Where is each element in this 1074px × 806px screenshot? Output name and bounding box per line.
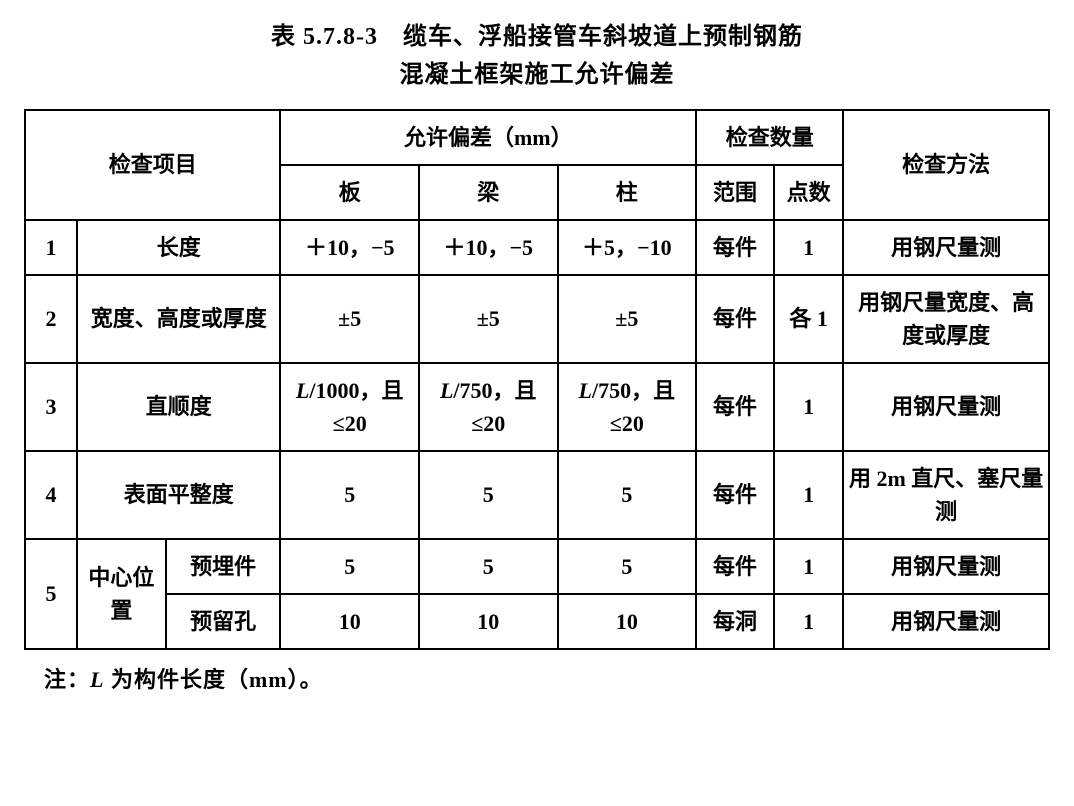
cell-name: 宽度、高度或厚度 <box>77 275 280 363</box>
cell-name: 长度 <box>77 220 280 275</box>
hdr-slab: 板 <box>280 165 419 220</box>
hdr-method: 检查方法 <box>843 110 1049 220</box>
cell-scope: 每洞 <box>696 594 774 649</box>
cell-beam: 10 <box>419 594 558 649</box>
cell-method: 用钢尺量测 <box>843 363 1049 451</box>
cell-column: 5 <box>558 451 697 539</box>
cell-column: L/750，且≤20 <box>558 363 697 451</box>
tolerance-table: 检查项目 允许偏差（mm） 检查数量 检查方法 板 梁 柱 范围 点数 1 长度… <box>24 109 1050 650</box>
table-note: 注：L 为构件长度（mm）。 <box>24 662 1050 694</box>
header-row-1: 检查项目 允许偏差（mm） 检查数量 检查方法 <box>25 110 1049 165</box>
cell-method: 用钢尺量测 <box>843 539 1049 594</box>
hdr-item: 检查项目 <box>25 110 280 220</box>
cell-slab: ＋10，−5 <box>280 220 419 275</box>
note-prefix: 注： <box>44 667 90 692</box>
title-line-1: 表 5.7.8-3 缆车、浮船接管车斜坡道上预制钢筋 <box>24 18 1050 56</box>
cell-slab: ±5 <box>280 275 419 363</box>
cell-count: 1 <box>774 594 843 649</box>
cell-beam: 5 <box>419 451 558 539</box>
var-l: L <box>296 378 309 403</box>
var-l: L <box>90 667 104 692</box>
cell-column-rest: /750，且≤20 <box>592 378 675 436</box>
cell-scope: 每件 <box>696 220 774 275</box>
table-title: 表 5.7.8-3 缆车、浮船接管车斜坡道上预制钢筋 混凝土框架施工允许偏差 <box>24 18 1050 95</box>
cell-scope: 每件 <box>696 539 774 594</box>
cell-subname: 预埋件 <box>166 539 281 594</box>
cell-idx: 5 <box>25 539 77 649</box>
title-line-2: 混凝土框架施工允许偏差 <box>24 56 1050 94</box>
cell-idx: 4 <box>25 451 77 539</box>
cell-scope: 每件 <box>696 363 774 451</box>
table-row: 5 中心位置 预埋件 5 5 5 每件 1 用钢尺量测 <box>25 539 1049 594</box>
cell-count: 1 <box>774 363 843 451</box>
cell-slab-rest: /1000，且≤20 <box>309 378 403 436</box>
cell-column: ＋5，−10 <box>558 220 697 275</box>
hdr-scope: 范围 <box>696 165 774 220</box>
cell-beam: L/750，且≤20 <box>419 363 558 451</box>
table-row: 4 表面平整度 5 5 5 每件 1 用 2m 直尺、塞尺量测 <box>25 451 1049 539</box>
var-l: L <box>579 378 592 403</box>
hdr-column: 柱 <box>558 165 697 220</box>
cell-beam: ±5 <box>419 275 558 363</box>
table-row: 2 宽度、高度或厚度 ±5 ±5 ±5 每件 各 1 用钢尺量宽度、高度或厚度 <box>25 275 1049 363</box>
cell-name: 直顺度 <box>77 363 280 451</box>
cell-beam-rest: /750，且≤20 <box>453 378 536 436</box>
cell-slab: 5 <box>280 451 419 539</box>
cell-count: 1 <box>774 451 843 539</box>
cell-column: ±5 <box>558 275 697 363</box>
table-row: 3 直顺度 L/1000，且≤20 L/750，且≤20 L/750，且≤20 … <box>25 363 1049 451</box>
cell-method: 用钢尺量宽度、高度或厚度 <box>843 275 1049 363</box>
cell-name: 表面平整度 <box>77 451 280 539</box>
cell-slab: 10 <box>280 594 419 649</box>
cell-method: 用钢尺量测 <box>843 594 1049 649</box>
hdr-quantity: 检查数量 <box>696 110 843 165</box>
cell-beam: 5 <box>419 539 558 594</box>
cell-idx: 3 <box>25 363 77 451</box>
cell-idx: 2 <box>25 275 77 363</box>
cell-column: 5 <box>558 539 697 594</box>
hdr-count: 点数 <box>774 165 843 220</box>
table-row: 预留孔 10 10 10 每洞 1 用钢尺量测 <box>25 594 1049 649</box>
table-row: 1 长度 ＋10，−5 ＋10，−5 ＋5，−10 每件 1 用钢尺量测 <box>25 220 1049 275</box>
cell-beam: ＋10，−5 <box>419 220 558 275</box>
hdr-deviation: 允许偏差（mm） <box>280 110 696 165</box>
cell-slab: 5 <box>280 539 419 594</box>
cell-idx: 1 <box>25 220 77 275</box>
cell-count: 各 1 <box>774 275 843 363</box>
cell-method: 用 2m 直尺、塞尺量测 <box>843 451 1049 539</box>
note-rest: 为构件长度（mm）。 <box>104 667 322 692</box>
cell-subname: 预留孔 <box>166 594 281 649</box>
cell-method: 用钢尺量测 <box>843 220 1049 275</box>
hdr-beam: 梁 <box>419 165 558 220</box>
var-l: L <box>440 378 453 403</box>
cell-group: 中心位置 <box>77 539 166 649</box>
cell-scope: 每件 <box>696 275 774 363</box>
cell-scope: 每件 <box>696 451 774 539</box>
cell-count: 1 <box>774 220 843 275</box>
cell-count: 1 <box>774 539 843 594</box>
cell-slab: L/1000，且≤20 <box>280 363 419 451</box>
cell-column: 10 <box>558 594 697 649</box>
